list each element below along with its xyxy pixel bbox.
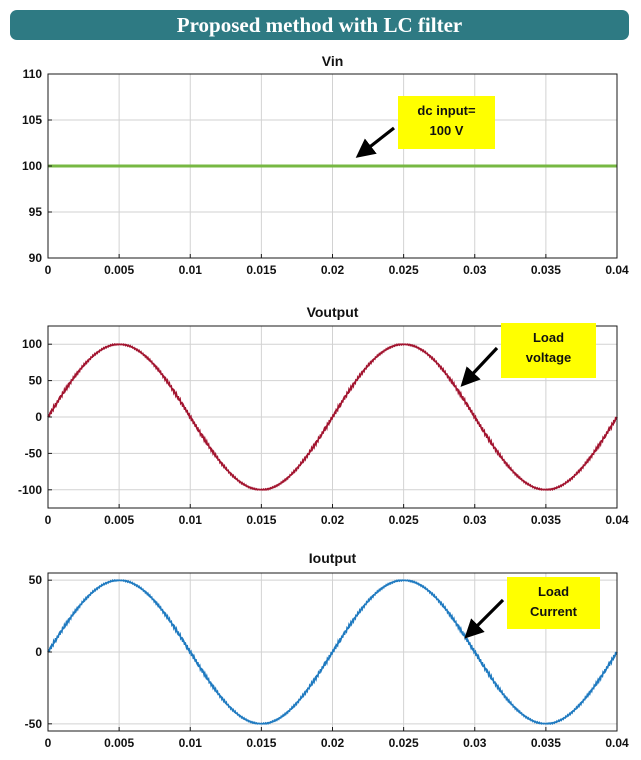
x-tick-label: 0.01 bbox=[179, 513, 203, 527]
annotation-text: Load bbox=[533, 330, 564, 345]
x-tick-label: 0.02 bbox=[321, 263, 345, 277]
y-tick-label: -50 bbox=[25, 446, 43, 460]
y-tick-label: 0 bbox=[35, 645, 42, 659]
chart-panel-2: Voutput 0 0.005 0.01 0.015 0.02 0.025 0.03 0.035… bbox=[18, 304, 629, 527]
annotation-text: dc input= bbox=[417, 103, 476, 118]
annotation-box bbox=[501, 323, 596, 378]
x-tick-label: 0.01 bbox=[179, 736, 203, 750]
x-tick-label: 0.03 bbox=[463, 263, 487, 277]
x-tick-label: 0.005 bbox=[104, 736, 134, 750]
chart-panel-3: Ioutput 0 0.005 0.01 0.015 0.02 0.025 0.03 0.035… bbox=[25, 550, 629, 750]
x-tick-label: 0 bbox=[45, 513, 52, 527]
annotation-box bbox=[398, 96, 495, 149]
x-tick-label: 0.015 bbox=[246, 263, 276, 277]
annotation-arrow bbox=[355, 126, 395, 158]
y-tick-label: 90 bbox=[29, 251, 43, 265]
y-tick-label: 105 bbox=[22, 113, 42, 127]
x-tick-label: 0.01 bbox=[179, 263, 203, 277]
x-tick-label: 0.035 bbox=[531, 263, 561, 277]
chart-title: Ioutput bbox=[309, 550, 357, 566]
x-tick-label: 0 bbox=[45, 263, 52, 277]
x-tick-label: 0.04 bbox=[605, 736, 629, 750]
x-tick-label: 0.02 bbox=[321, 736, 345, 750]
y-tick-label: 100 bbox=[22, 337, 42, 351]
x-tick-label: 0.025 bbox=[389, 513, 419, 527]
x-tick-label: 0.035 bbox=[531, 513, 561, 527]
annotation-arrow bbox=[460, 346, 499, 387]
x-tick-label: 0.02 bbox=[321, 513, 345, 527]
chart-panel-1: Vin 0 0.005 0.01 0.015 0.02 0.025 0.03 0.035 0.04… bbox=[22, 53, 629, 277]
annotation-text: Load bbox=[538, 584, 569, 599]
x-tick-label: 0.03 bbox=[463, 736, 487, 750]
chart-title: Vin bbox=[322, 53, 344, 69]
x-tick-label: 0.025 bbox=[389, 263, 419, 277]
series-line bbox=[47, 579, 618, 725]
annotation-arrow bbox=[464, 598, 505, 639]
annotation-text: voltage bbox=[526, 350, 572, 365]
y-tick-label: -50 bbox=[25, 717, 43, 731]
y-tick-label: 110 bbox=[23, 67, 43, 81]
y-tick-label: 95 bbox=[29, 205, 43, 219]
y-tick-label: 0 bbox=[35, 410, 42, 424]
x-tick-label: 0.035 bbox=[531, 736, 561, 750]
x-tick-label: 0 bbox=[45, 736, 52, 750]
chart-title: Voutput bbox=[307, 304, 359, 320]
banner-title: Proposed method with LC filter bbox=[176, 12, 463, 37]
annotation-text: 100 V bbox=[430, 123, 464, 138]
x-tick-label: 0.03 bbox=[463, 513, 487, 527]
series-line bbox=[47, 343, 618, 491]
x-tick-label: 0.005 bbox=[104, 263, 134, 277]
annotation-box bbox=[507, 577, 600, 629]
x-tick-label: 0.015 bbox=[246, 736, 276, 750]
annotation-text: Current bbox=[530, 604, 578, 619]
y-tick-label: 50 bbox=[29, 374, 43, 388]
x-tick-label: 0.025 bbox=[389, 736, 419, 750]
x-tick-label: 0.005 bbox=[104, 513, 134, 527]
figure-banner: Proposed method with LC filter bbox=[10, 10, 629, 40]
y-tick-label: 100 bbox=[22, 159, 42, 173]
x-tick-label: 0.015 bbox=[246, 513, 276, 527]
y-tick-label: -100 bbox=[18, 483, 42, 497]
x-tick-label: 0.04 bbox=[605, 263, 629, 277]
y-tick-label: 50 bbox=[29, 573, 43, 587]
x-tick-label: 0.04 bbox=[605, 513, 629, 527]
